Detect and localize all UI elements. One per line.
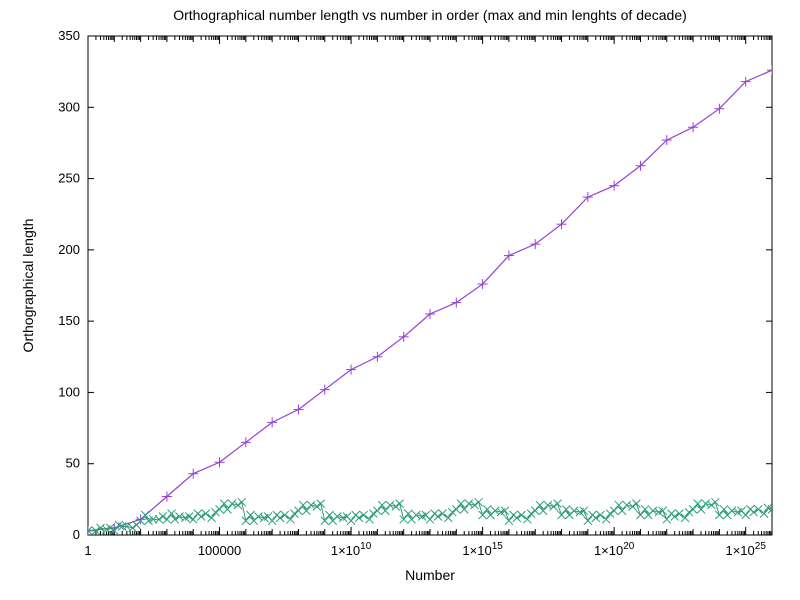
y-tick-label: 250 (58, 171, 80, 186)
x-axis-label: Number (405, 567, 455, 583)
y-tick-label: 0 (73, 527, 80, 542)
chart-container: Orthographical number length vs number i… (0, 0, 800, 600)
y-tick-label: 350 (58, 28, 80, 43)
x-tick-label: 100000 (198, 543, 241, 558)
y-tick-label: 100 (58, 384, 80, 399)
y-tick-label: 50 (66, 456, 80, 471)
x-tick-label: 1 (84, 543, 91, 558)
y-tick-label: 150 (58, 313, 80, 328)
y-tick-label: 200 (58, 242, 80, 257)
chart-title: Orthographical number length vs number i… (173, 7, 687, 23)
y-tick-label: 300 (58, 99, 80, 114)
chart-svg: Orthographical number length vs number i… (0, 0, 800, 600)
y-axis-label: Orthographical length (20, 219, 36, 353)
